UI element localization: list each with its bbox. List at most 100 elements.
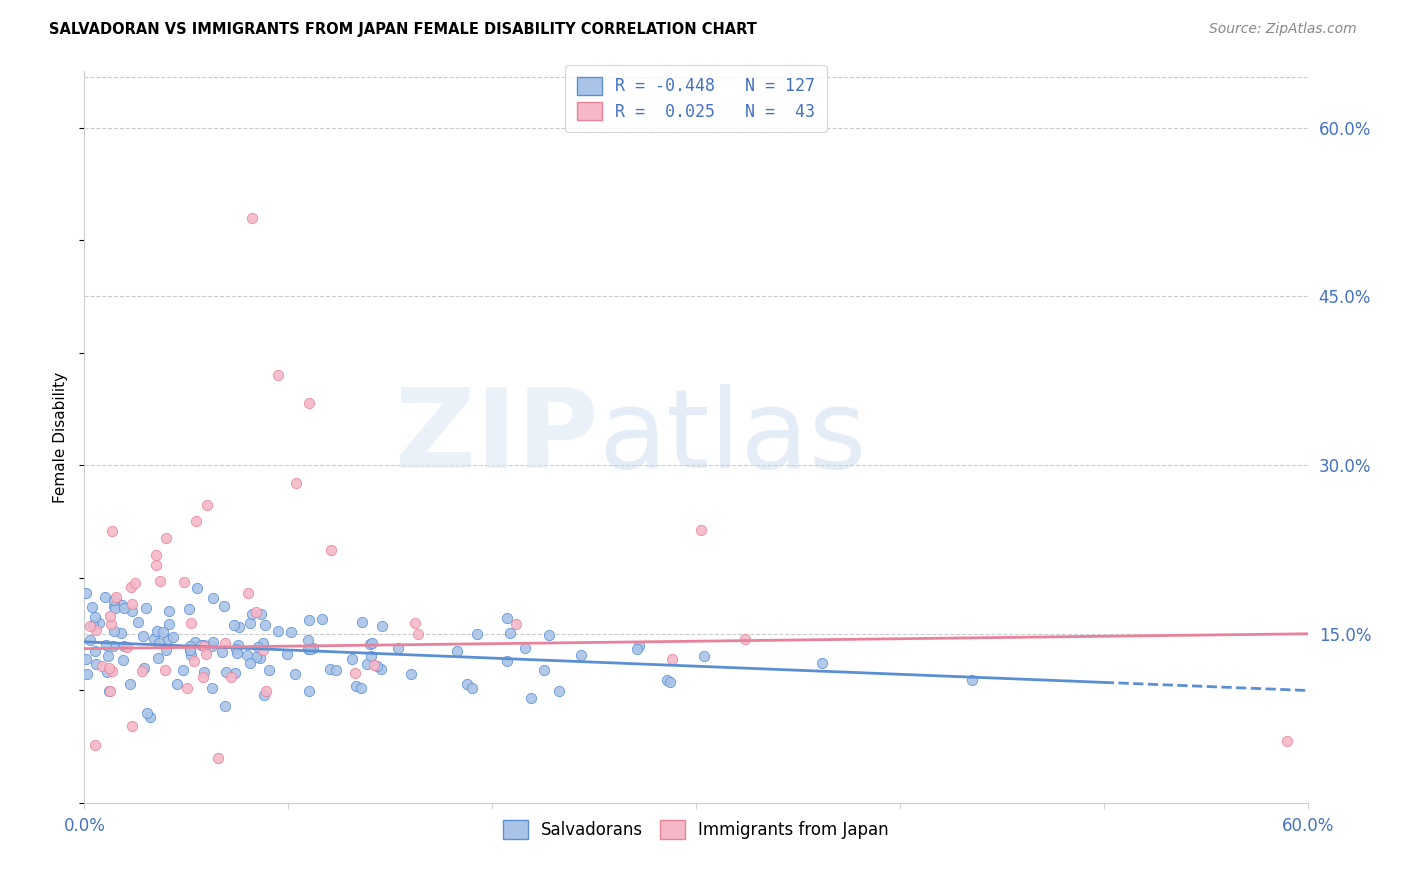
Point [297,633,319,648]
Point [734,632,756,646]
Point [356,657,378,671]
Point [190,638,212,652]
Point [179,640,201,654]
Point [298,684,321,698]
Point [75,651,97,665]
Point [146,651,169,665]
Point [76,666,98,681]
Point [226,646,249,660]
Point [628,640,651,654]
Point [84,644,107,658]
Point [193,638,215,652]
Point [658,674,681,689]
Point [201,681,224,695]
Legend: Salvadorans, Immigrants from Japan: Salvadorans, Immigrants from Japan [496,814,896,846]
Point [495,610,517,624]
Point [225,641,247,656]
Point [211,645,233,659]
Point [207,751,229,765]
Point [319,543,342,558]
Point [180,616,202,631]
Point [87,615,110,630]
Point [97,649,120,664]
Point [253,688,276,702]
Text: SALVADORAN VS IMMIGRANTS FROM JAPAN FEMALE DISABILITY CORRELATION CHART: SALVADORAN VS IMMIGRANTS FROM JAPAN FEMA… [49,22,756,37]
Point [456,677,478,691]
Point [91,659,114,673]
Point [186,581,208,595]
Point [344,679,367,693]
Point [104,601,127,615]
Point [496,654,519,668]
Point [132,661,155,675]
Point [960,673,983,687]
Point [228,620,250,634]
Point [145,558,167,572]
Point [115,640,138,654]
Point [79,619,101,633]
Point [183,635,205,649]
Point [193,665,215,680]
Point [344,665,367,680]
Point [183,654,205,668]
Point [519,691,541,706]
Point [297,641,319,656]
Point [100,617,122,632]
Point [149,574,172,588]
Point [173,574,195,589]
Point [193,639,215,653]
Point [132,629,155,643]
Point [298,613,321,627]
Point [98,683,121,698]
Point [245,605,267,619]
Point [157,604,180,618]
Point [533,663,555,677]
Point [810,656,832,670]
Point [100,524,122,538]
Point [224,665,246,680]
Point [661,651,683,665]
Point [97,684,120,698]
Point [118,677,141,691]
Point [267,624,290,639]
Point [101,640,124,654]
Point [112,601,135,615]
Point [690,524,713,538]
Point [112,653,135,667]
Point [404,615,426,630]
Point [96,665,118,680]
Point [155,532,177,546]
Point [238,586,260,600]
Point [252,636,274,650]
Point [179,643,201,657]
Point [148,636,170,650]
Point [249,651,271,665]
Point [626,642,648,657]
Point [145,624,167,639]
Point [239,656,262,670]
Point [157,617,180,632]
Point [136,706,159,721]
Point [513,640,536,655]
Point [121,597,143,611]
Point [222,618,245,632]
Point [299,642,322,657]
Point [121,603,143,617]
Point [311,612,333,626]
Point [103,624,125,639]
Point [131,664,153,678]
Point [245,649,267,664]
Point [249,607,271,621]
Point [201,591,224,605]
Point [693,648,716,663]
Text: Source: ZipAtlas.com: Source: ZipAtlas.com [1209,22,1357,37]
Point [257,663,280,677]
Point [97,661,120,675]
Point [370,662,392,676]
Point [363,657,385,672]
Point [214,699,236,714]
Point [75,586,97,600]
Point [195,647,218,661]
Point [135,600,157,615]
Point [247,640,270,655]
